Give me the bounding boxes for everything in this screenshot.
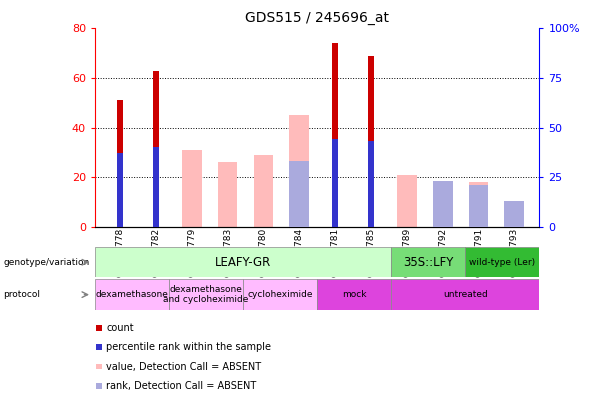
Bar [289,161,309,227]
Text: dexamethasone
and cycloheximide: dexamethasone and cycloheximide [164,285,249,304]
Bar [96,364,102,369]
Text: 35S::LFY: 35S::LFY [403,256,454,269]
Text: protocol: protocol [3,290,40,299]
Bar [504,201,524,227]
Bar [218,162,237,227]
Bar [117,100,123,227]
Bar [469,182,489,227]
Title: GDS515 / 245696_at: GDS515 / 245696_at [245,11,389,25]
Bar [96,383,102,389]
Text: mock: mock [342,290,367,299]
Bar [96,344,102,350]
Bar [397,175,417,227]
Bar [182,150,202,227]
Text: value, Detection Call = ABSENT: value, Detection Call = ABSENT [106,362,261,372]
Bar [469,185,489,227]
Text: genotype/variation: genotype/variation [3,258,89,267]
Bar [153,147,159,227]
Text: dexamethasone: dexamethasone [96,290,169,299]
Bar [289,115,309,227]
Bar [169,279,243,310]
Text: cycloheximide: cycloheximide [248,290,313,299]
Text: rank, Detection Call = ABSENT: rank, Detection Call = ABSENT [106,382,256,391]
Bar [332,139,338,227]
Bar [95,279,169,310]
Bar [153,70,159,227]
Text: count: count [106,323,134,333]
Bar [391,247,465,277]
Text: LEAFY-GR: LEAFY-GR [215,256,272,269]
Bar [318,279,391,310]
Bar [465,247,539,277]
Bar [433,214,452,227]
Bar [504,202,524,227]
Bar [332,43,338,227]
Bar [95,247,391,277]
Bar [433,181,452,227]
Bar [391,279,539,310]
Bar [243,279,318,310]
Text: percentile rank within the sample: percentile rank within the sample [106,343,271,352]
Text: untreated: untreated [443,290,488,299]
Text: wild-type (Ler): wild-type (Ler) [470,258,536,267]
Bar [117,153,123,227]
Bar [254,155,273,227]
Bar [368,141,374,227]
Bar [96,325,102,330]
Bar [368,55,374,227]
